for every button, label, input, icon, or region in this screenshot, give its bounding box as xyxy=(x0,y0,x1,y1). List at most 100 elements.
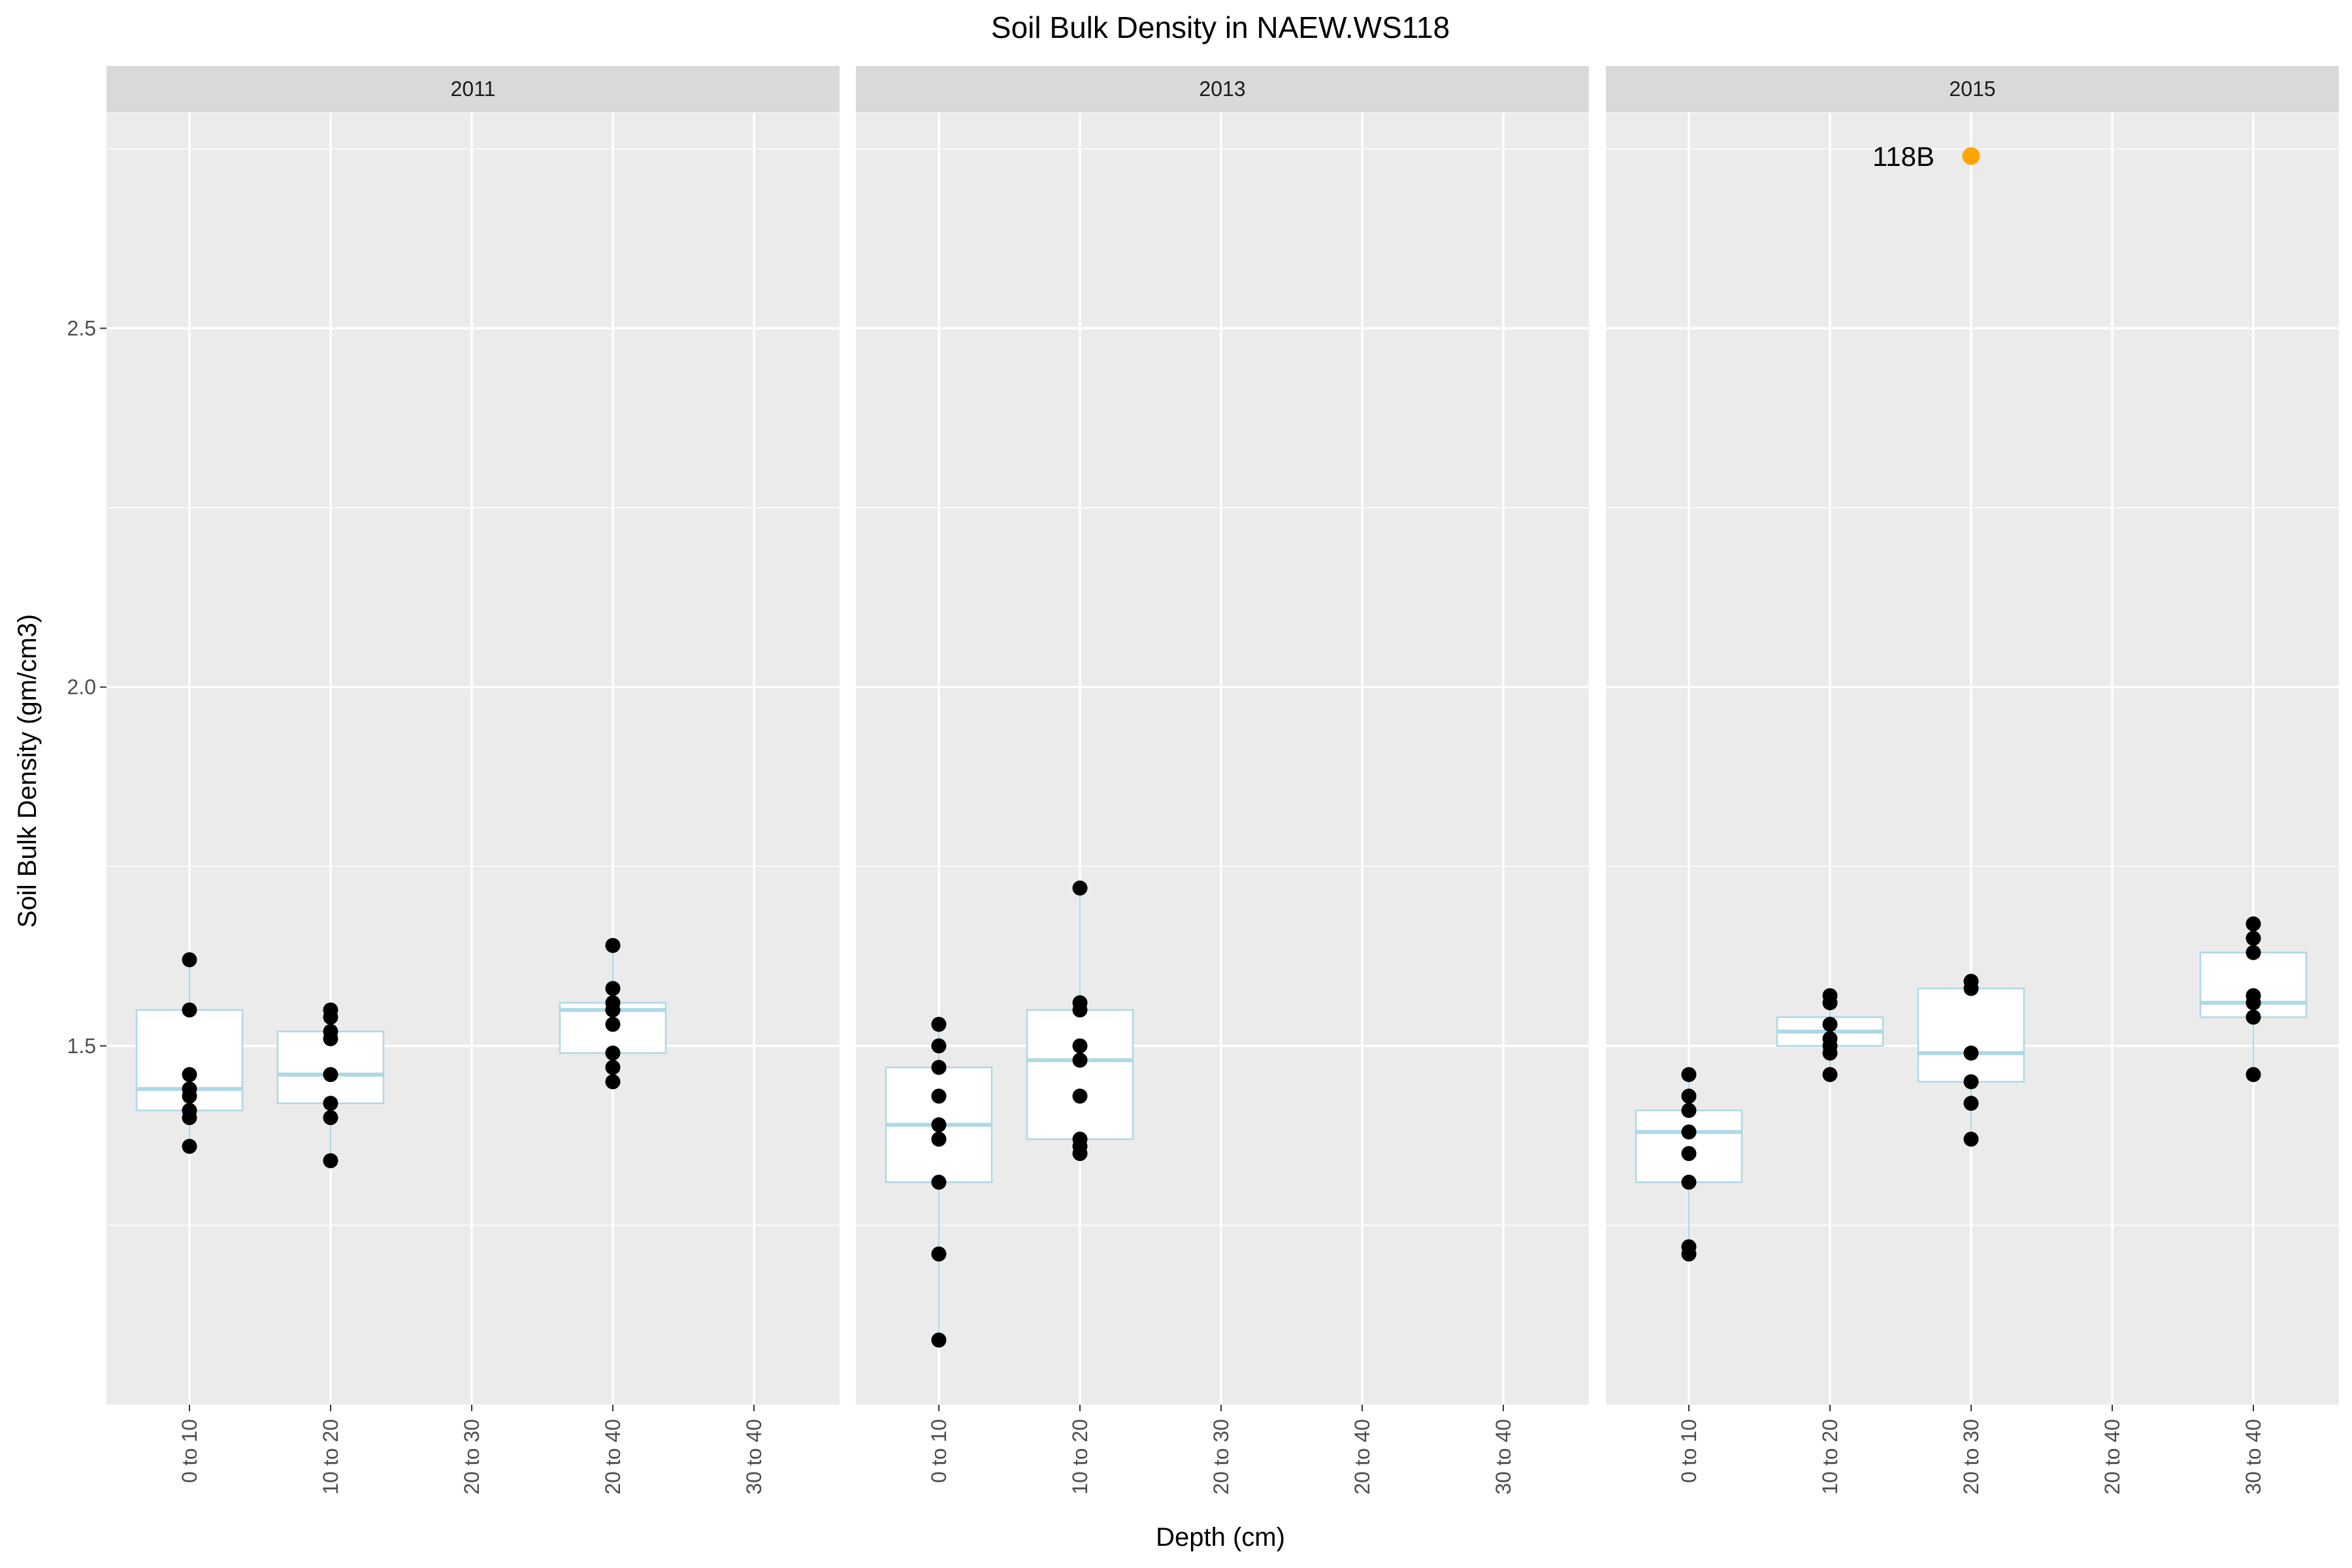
data-point xyxy=(1963,981,1979,996)
box-10-to-20 xyxy=(1776,988,1884,1083)
data-point xyxy=(1963,1045,1979,1061)
data-point xyxy=(931,1088,947,1104)
data-point xyxy=(2246,916,2261,932)
panel-strip xyxy=(856,66,1589,112)
box-0-to-10 xyxy=(1635,1067,1743,1262)
highlight-label: 118B xyxy=(1872,141,1935,172)
data-point xyxy=(605,1045,621,1061)
box-20-to-30 xyxy=(1917,973,2025,1147)
chart-title: Soil Bulk Density in NAEW.WS118 xyxy=(991,10,1450,44)
x-tick-label: 30 to 40 xyxy=(2242,1419,2265,1495)
box-body xyxy=(1917,987,2025,1083)
y-tick-label: 2.0 xyxy=(67,676,96,699)
data-point xyxy=(931,1060,947,1075)
panel-background xyxy=(1606,113,2339,1405)
data-point xyxy=(1681,1103,1697,1119)
x-tick-label: 20 to 40 xyxy=(601,1419,625,1495)
data-point xyxy=(1681,1088,1697,1104)
box-0-to-10 xyxy=(885,1017,993,1348)
data-point xyxy=(605,1060,621,1075)
data-point xyxy=(1963,1096,1979,1111)
panels-layer: 2011 0 to 10 10 to 20 20 to 30 20 to 40 30 to… xyxy=(106,66,2339,1495)
data-point xyxy=(182,1067,197,1083)
data-point xyxy=(2246,1067,2261,1083)
x-tick-label: 0 to 10 xyxy=(927,1419,951,1483)
panel-strip xyxy=(106,66,840,112)
data-point xyxy=(1822,1017,1838,1032)
panel-2015: 2015 0 to 10 10 to 20 20 to 30 20 to 40 30 to… xyxy=(1606,66,2339,1495)
data-point xyxy=(1072,1038,1088,1054)
data-point xyxy=(2246,945,2261,960)
panel-background xyxy=(106,113,840,1405)
data-point xyxy=(931,1132,947,1147)
panel-strip xyxy=(1606,66,2339,112)
data-point xyxy=(1822,1067,1838,1083)
data-point xyxy=(931,1117,947,1133)
strip-label: 2011 xyxy=(451,77,496,101)
box-body xyxy=(1026,1009,1134,1140)
data-point xyxy=(182,1002,197,1018)
x-tick-label: 20 to 30 xyxy=(1209,1419,1233,1495)
box-0-to-10 xyxy=(135,952,244,1154)
data-point xyxy=(323,1110,338,1126)
x-tick-label: 0 to 10 xyxy=(1677,1419,1701,1483)
data-point xyxy=(605,938,621,953)
y-axis: 1.5 2.0 2.5 xyxy=(67,317,106,1058)
data-point xyxy=(1681,1246,1697,1262)
panel-2011: 2011 0 to 10 10 to 20 20 to 30 20 to 40 30 to… xyxy=(106,66,840,1495)
data-point xyxy=(1681,1124,1697,1140)
highlight-point xyxy=(1962,147,1980,165)
x-tick-label: 30 to 40 xyxy=(1492,1419,1515,1495)
data-point xyxy=(182,1110,197,1126)
panel-background xyxy=(856,113,1589,1405)
x-tick-label: 20 to 30 xyxy=(460,1419,483,1495)
data-point xyxy=(323,1031,338,1047)
strip-label: 2013 xyxy=(1199,77,1245,101)
data-point xyxy=(2246,995,2261,1011)
data-point xyxy=(1681,1175,1697,1190)
data-point xyxy=(1072,1088,1088,1104)
data-point xyxy=(931,1038,947,1054)
data-point xyxy=(1072,1146,1088,1162)
data-point xyxy=(323,1067,338,1083)
x-tick-label: 10 to 20 xyxy=(1818,1419,1842,1495)
data-point xyxy=(182,1088,197,1104)
box-30-to-40 xyxy=(2199,916,2308,1083)
data-point xyxy=(1072,880,1088,896)
x-tick-label: 20 to 40 xyxy=(1350,1419,1374,1495)
x-axis-title: Depth (cm) xyxy=(1156,1523,1285,1552)
data-point xyxy=(1681,1067,1697,1083)
x-tick-label: 20 to 30 xyxy=(1959,1419,1983,1495)
y-tick-label: 2.5 xyxy=(67,317,96,340)
data-point xyxy=(605,1074,621,1090)
data-point xyxy=(931,1246,947,1262)
panel-2013: 2013 0 to 10 10 to 20 20 to 30 20 to 40 30 to… xyxy=(856,66,1589,1495)
data-point xyxy=(931,1175,947,1190)
data-point xyxy=(182,952,197,968)
data-point xyxy=(2246,1009,2261,1025)
data-point xyxy=(323,1009,338,1025)
data-point xyxy=(2246,930,2261,946)
data-point xyxy=(323,1096,338,1111)
y-axis-title: Soil Bulk Density (gm/cm3) xyxy=(13,614,42,928)
x-tick-label: 10 to 20 xyxy=(319,1419,342,1495)
y-tick-label: 1.5 xyxy=(67,1034,96,1058)
data-point xyxy=(1681,1146,1697,1162)
data-point xyxy=(931,1017,947,1032)
data-point xyxy=(1822,995,1838,1011)
data-point xyxy=(605,981,621,996)
box-10-to-20 xyxy=(276,1002,385,1169)
x-tick-label: 30 to 40 xyxy=(742,1419,766,1495)
data-point xyxy=(605,1002,621,1018)
x-tick-label: 20 to 40 xyxy=(2100,1419,2124,1495)
data-point xyxy=(1072,1053,1088,1068)
data-point xyxy=(323,1153,338,1169)
x-tick-label: 10 to 20 xyxy=(1068,1419,1092,1495)
strip-label: 2015 xyxy=(1949,77,1995,101)
box-20-to-40 xyxy=(559,938,667,1090)
data-point xyxy=(1963,1132,1979,1147)
data-point xyxy=(605,1017,621,1032)
data-point xyxy=(1963,1074,1979,1090)
